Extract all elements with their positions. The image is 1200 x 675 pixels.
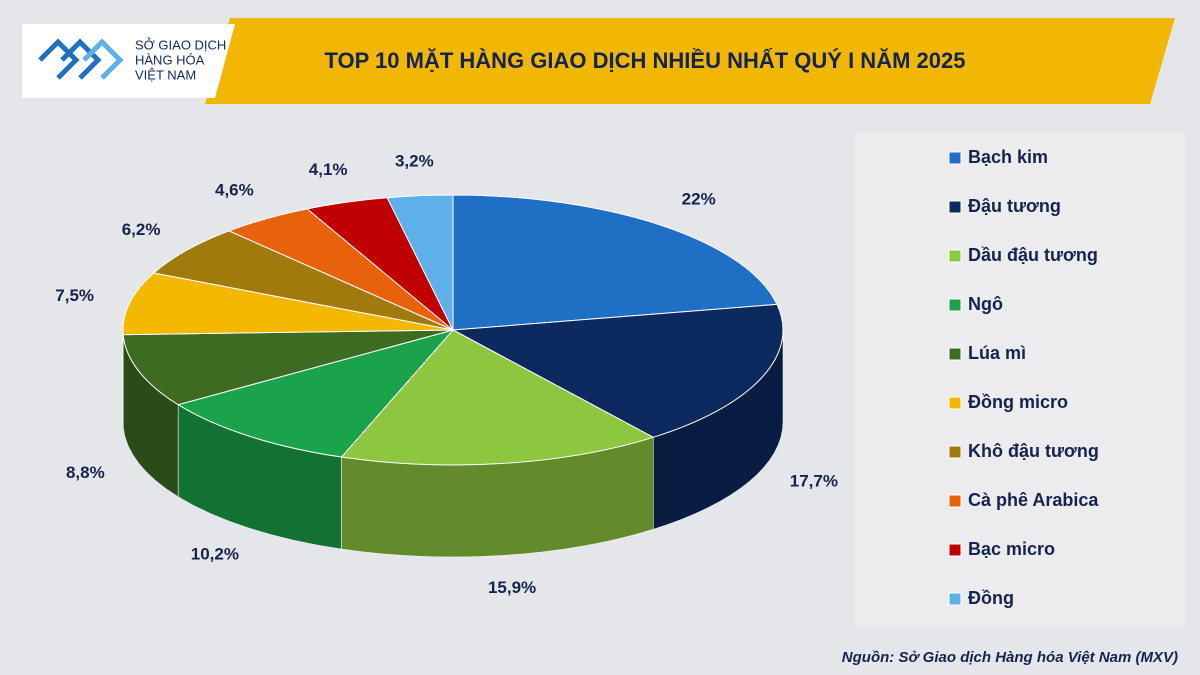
legend-label: Đồng [968,588,1014,608]
data-label: 10,2% [191,544,239,563]
legend-label: Cà phê Arabica [968,490,1099,510]
slice [340,329,655,466]
logo-text: HÀNG HÓA [135,52,205,67]
slice [386,194,454,331]
slice [152,230,454,331]
legend-swatch [948,592,962,606]
data-label: 3,2% [395,152,434,171]
legend-swatch [948,543,962,557]
logo-text: SỞ GIAO DỊCH [135,37,226,52]
legend-label: Bạc micro [968,539,1055,559]
title-band [205,18,1175,104]
logo-box [22,24,235,98]
slice [176,329,455,458]
logo-icon [38,38,124,80]
legend-swatch [948,200,962,214]
legend-label: Khô đậu tương [968,441,1099,461]
legend-label: Ngô [968,294,1003,314]
legend-swatch [948,249,962,263]
data-label: 4,6% [215,180,254,199]
legend-swatch [948,445,962,459]
data-label: 4,1% [309,160,348,179]
data-label: 8,8% [66,463,105,482]
legend-label: Lúa mì [968,343,1026,363]
slice [451,303,784,438]
data-label: 6,2% [122,220,161,239]
logo-text: VIỆT NAM [135,67,196,82]
legend-label: Bạch kim [968,147,1048,167]
legend-label: Dầu đậu tương [968,245,1098,265]
slice [122,272,454,336]
legend-swatch [948,494,962,508]
slice [122,329,454,406]
legend-swatch [948,396,962,410]
legend-swatch [948,347,962,361]
legend-swatch [948,151,962,165]
chart-title: TOP 10 MẶT HÀNG GIAO DỊCH NHIỀU NHẤT QUÝ… [325,48,966,73]
data-label: 15,9% [488,578,536,597]
source-note: Nguồn: Sở Giao dịch Hàng hóa Việt Nam (M… [842,649,1178,666]
data-label: 7,5% [55,286,94,305]
data-label: 17,7% [790,472,838,491]
data-label: 22% [682,189,716,208]
slice [452,194,778,331]
legend-label: Đậu tương [968,196,1061,216]
legend-label: Đồng micro [968,392,1068,412]
legend-panel [855,132,1185,627]
legend-swatch [948,298,962,312]
